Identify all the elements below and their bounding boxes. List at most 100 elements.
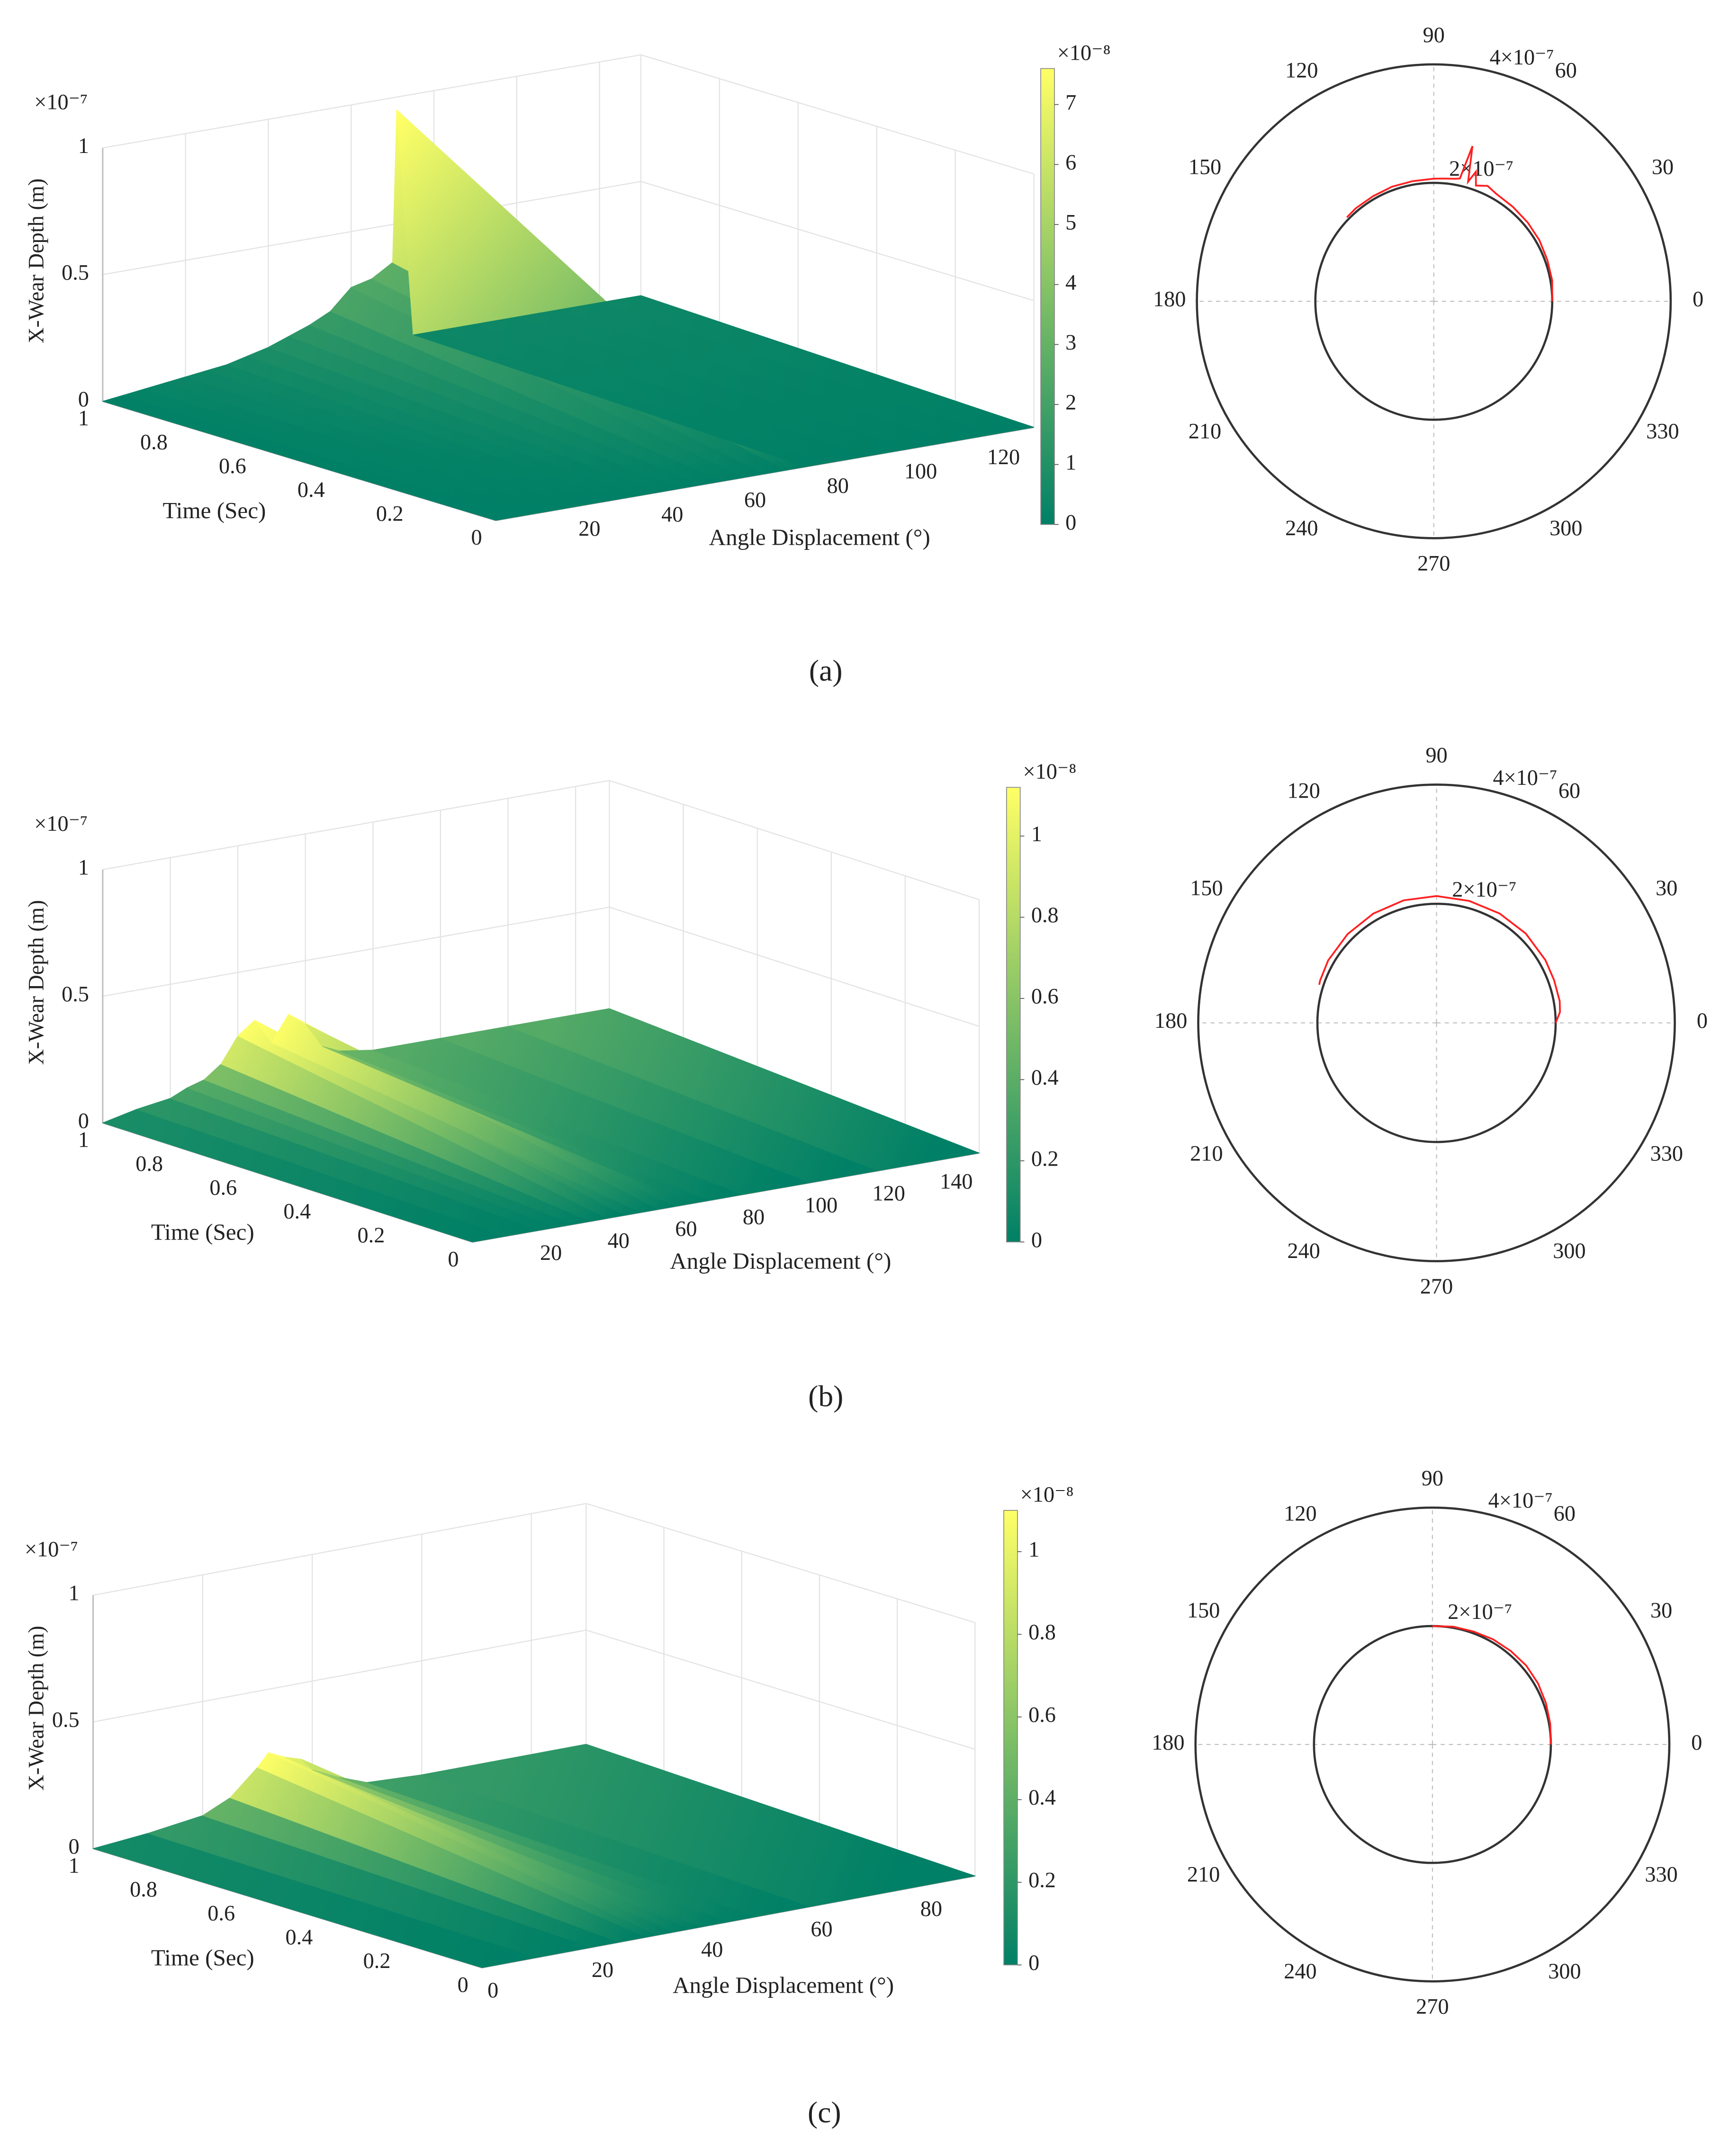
colorbar [1003, 1509, 1018, 1966]
z-tick-label: 0 [78, 1109, 89, 1133]
colorbar-tick-label: 1 [1031, 822, 1042, 846]
r-tick-label: 4×10⁻⁷ [1493, 766, 1557, 790]
y-tick-label: 1 [69, 1854, 80, 1878]
theta-tick-label: 150 [1190, 876, 1223, 900]
colorbar-tick-label: 1 [1028, 1538, 1039, 1562]
colorbar-tick-label: 0.6 [1031, 985, 1059, 1009]
x-axis-label: Angle Displacement (°) [673, 1972, 894, 1998]
y-axis-label: Time (Sec) [151, 1219, 254, 1245]
theta-tick-label: 150 [1187, 1599, 1220, 1623]
y-tick-label: 0.8 [130, 1878, 157, 1902]
grid-line [102, 780, 610, 870]
z-axis-label: X-Wear Depth (m) [25, 179, 49, 343]
grid-line [102, 181, 641, 275]
colorbar-tick-label: 3 [1065, 331, 1076, 355]
colorbar-tick-label: 1 [1065, 450, 1076, 475]
polar-line [1346, 145, 1553, 302]
surface-strip [421, 1743, 976, 1907]
x-tick-label: 80 [743, 1205, 765, 1230]
theta-tick-label: 30 [1650, 1599, 1672, 1623]
theta-tick-label: 0 [1691, 1731, 1702, 1755]
x-tick-label: 100 [904, 459, 937, 484]
colorbar-tick-label: 0.2 [1031, 1147, 1059, 1171]
theta-tick-label: 0 [1697, 1009, 1708, 1033]
z-axis-label: X-Wear Depth (m) [25, 1626, 49, 1790]
x-tick-label: 20 [592, 1958, 613, 1982]
y-tick-label: 0 [458, 1973, 468, 1997]
x-axis-label: Angle Displacement (°) [709, 524, 930, 550]
y-tick-label: 0 [448, 1247, 459, 1271]
surface-strip [507, 1008, 981, 1171]
grid-line [609, 907, 980, 1027]
theta-tick-label: 300 [1553, 1239, 1585, 1263]
y-tick-label: 1 [78, 406, 89, 431]
x-tick-label: 60 [675, 1217, 697, 1241]
y-tick-label: 0.4 [283, 1200, 311, 1224]
colorbar-tick-label: 0.4 [1031, 1066, 1059, 1090]
polar-circle [1194, 1506, 1671, 1983]
theta-tick-label: 60 [1554, 1502, 1576, 1526]
r-tick-label: 2×10⁻⁷ [1449, 157, 1513, 181]
colorbar-tick-label: 0.4 [1028, 1786, 1056, 1810]
theta-tick-label: 210 [1190, 1142, 1223, 1166]
x-tick-label: 60 [810, 1917, 832, 1941]
x-tick-label: 120 [873, 1182, 905, 1206]
z-multiplier: ×10⁻⁷ [34, 812, 88, 836]
theta-tick-label: 180 [1152, 1731, 1184, 1755]
colorbar-tick-label: 0 [1065, 511, 1076, 535]
x-tick-label: 40 [701, 1938, 723, 1962]
theta-tick-label: 240 [1285, 516, 1318, 540]
theta-tick-label: 90 [1422, 1466, 1443, 1491]
grid-line [93, 1629, 586, 1723]
z-tick-label: 0.5 [62, 982, 89, 1006]
theta-tick-label: 330 [1645, 1863, 1677, 1887]
z-tick-label: 1 [69, 1581, 80, 1606]
theta-tick-label: 330 [1646, 420, 1679, 444]
polar-circle [1196, 63, 1672, 539]
theta-tick-label: 270 [1416, 1995, 1449, 2019]
r-tick-label: 2×10⁻⁷ [1448, 1600, 1512, 1624]
grid-line [102, 907, 610, 997]
colorbar-tick-label: 7 [1065, 90, 1076, 115]
theta-tick-label: 210 [1189, 420, 1221, 444]
x-tick-label: 140 [940, 1169, 973, 1194]
polar-line [1432, 1625, 1552, 1745]
y-tick-label: 0.8 [140, 431, 168, 455]
x-tick-label: 120 [987, 445, 1020, 469]
y-axis-label: Time (Sec) [162, 497, 266, 523]
y-tick-label: 0.2 [358, 1223, 385, 1248]
z-tick-label: 1 [78, 855, 89, 880]
z-tick-label: 0 [78, 387, 89, 412]
z-tick-label: 0.5 [52, 1708, 80, 1732]
z-multiplier: ×10⁻⁷ [34, 90, 88, 114]
r-tick-label: 2×10⁻⁷ [1452, 878, 1516, 902]
panel-label: (a) [809, 654, 843, 687]
polar-circle [1197, 783, 1676, 1262]
r-tick-label: 4×10⁻⁷ [1490, 45, 1554, 70]
panel-label: (c) [808, 2095, 841, 2129]
theta-tick-label: 270 [1420, 1275, 1453, 1299]
theta-tick-label: 60 [1558, 779, 1580, 803]
polar-line [1318, 895, 1561, 1024]
colorbar-tick-label: 6 [1065, 151, 1076, 175]
colorbar-multiplier: ×10⁻⁸ [1023, 760, 1077, 784]
colorbar-tick-label: 0.2 [1028, 1869, 1056, 1893]
z-tick-label: 1 [78, 134, 89, 158]
colorbar-tick-label: 0 [1028, 1951, 1039, 1975]
theta-tick-label: 240 [1287, 1239, 1320, 1263]
z-tick-label: 0 [69, 1834, 80, 1859]
theta-tick-label: 120 [1285, 59, 1318, 83]
colorbar-tick-label: 4 [1065, 270, 1076, 295]
theta-tick-label: 180 [1154, 1009, 1187, 1033]
x-tick-label: 40 [608, 1229, 630, 1253]
colorbar-tick-label: 2 [1065, 391, 1076, 415]
grid-line [640, 181, 1034, 301]
y-tick-label: 0.6 [209, 1176, 237, 1200]
colorbar-tick-label: 0.6 [1028, 1703, 1056, 1727]
z-multiplier: ×10⁻⁷ [25, 1537, 78, 1562]
y-tick-label: 0.6 [219, 454, 246, 478]
colorbar-tick-label: 0.8 [1028, 1620, 1056, 1644]
x-tick-label: 60 [744, 488, 766, 512]
